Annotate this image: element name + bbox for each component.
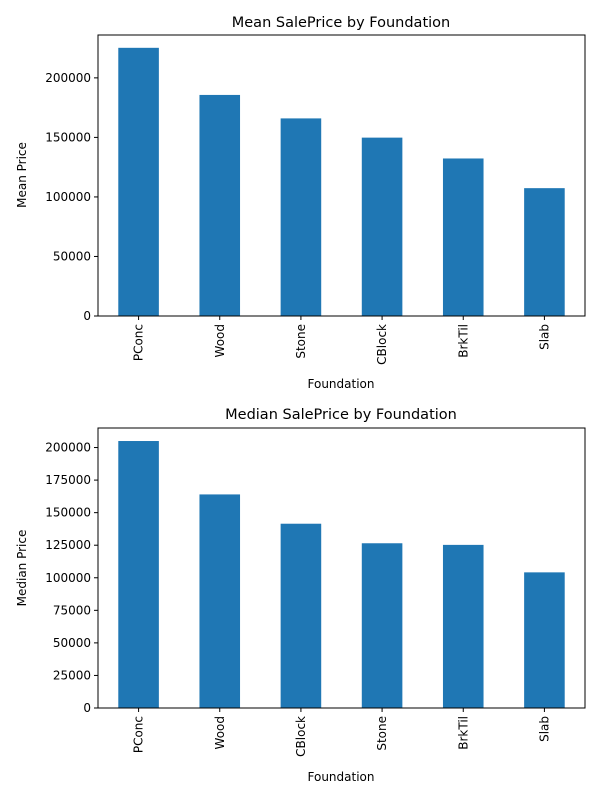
x-axis-label: Foundation (308, 377, 375, 391)
bar-brktil (442, 544, 484, 708)
x-tick-label: Slab (537, 716, 551, 742)
bar-slab (524, 572, 565, 708)
bar-pconc (118, 47, 159, 316)
x-tick-label: Stone (294, 324, 308, 359)
bar-cblock (280, 523, 322, 708)
median-price-chart: Median SalePrice by Foundation Median Pr… (15, 407, 586, 784)
y-tick-label: 25000 (53, 668, 91, 682)
y-tick-label: 100000 (45, 190, 91, 204)
y-ticks: 0 50000 100000 150000 200000 (45, 71, 98, 323)
y-tick-label: 50000 (53, 249, 91, 263)
bar-cblock (361, 137, 403, 316)
y-tick-label: 0 (83, 309, 91, 323)
y-tick-label: 200000 (45, 441, 91, 455)
y-tick-label: 200000 (45, 71, 91, 85)
x-tick-label: PConc (132, 324, 146, 361)
bars (118, 47, 565, 317)
y-axis-label: Median Price (15, 530, 29, 607)
y-tick-label: 75000 (53, 603, 91, 617)
y-tick-label: 125000 (45, 538, 91, 552)
bar-wood (199, 94, 241, 317)
y-tick-label: 150000 (45, 506, 91, 520)
y-tick-label: 175000 (45, 473, 91, 487)
y-tick-label: 150000 (45, 130, 91, 144)
x-tick-label: BrkTil (456, 324, 470, 358)
chart-title: Mean SalePrice by Foundation (232, 15, 450, 31)
plot-frame (97, 427, 586, 709)
x-axis-label: Foundation (308, 770, 375, 784)
x-tick-label: Wood (213, 324, 227, 357)
x-ticks: PConc Wood CBlock Stone BrkTil Slab (132, 708, 551, 757)
y-tick-label: 50000 (53, 636, 91, 650)
x-tick-label: CBlock (294, 716, 308, 757)
bars (118, 441, 565, 708)
x-tick-label: PConc (132, 716, 146, 753)
x-tick-label: Wood (213, 716, 227, 749)
x-ticks: PConc Wood Stone CBlock BrkTil Slab (132, 316, 551, 365)
chart-title: Median SalePrice by Foundation (225, 407, 457, 423)
bar-brktil (442, 158, 484, 316)
bar-pconc (118, 441, 159, 708)
y-tick-label: 100000 (45, 571, 91, 585)
x-tick-label: BrkTil (456, 716, 470, 750)
x-tick-label: Stone (375, 716, 389, 751)
bar-stone (280, 118, 322, 317)
mean-price-chart: Mean SalePrice by Foundation Mean Price … (15, 15, 586, 391)
bar-wood (199, 494, 241, 708)
x-tick-label: Slab (537, 324, 551, 350)
bar-stone (361, 543, 403, 708)
y-axis-label: Mean Price (15, 142, 29, 208)
bar-slab (524, 188, 565, 316)
y-ticks: 0 25000 50000 75000 100000 125000 150000 175000… (45, 441, 98, 715)
plot-frame (97, 34, 586, 317)
x-tick-label: CBlock (375, 324, 389, 365)
y-tick-label: 0 (83, 701, 91, 715)
